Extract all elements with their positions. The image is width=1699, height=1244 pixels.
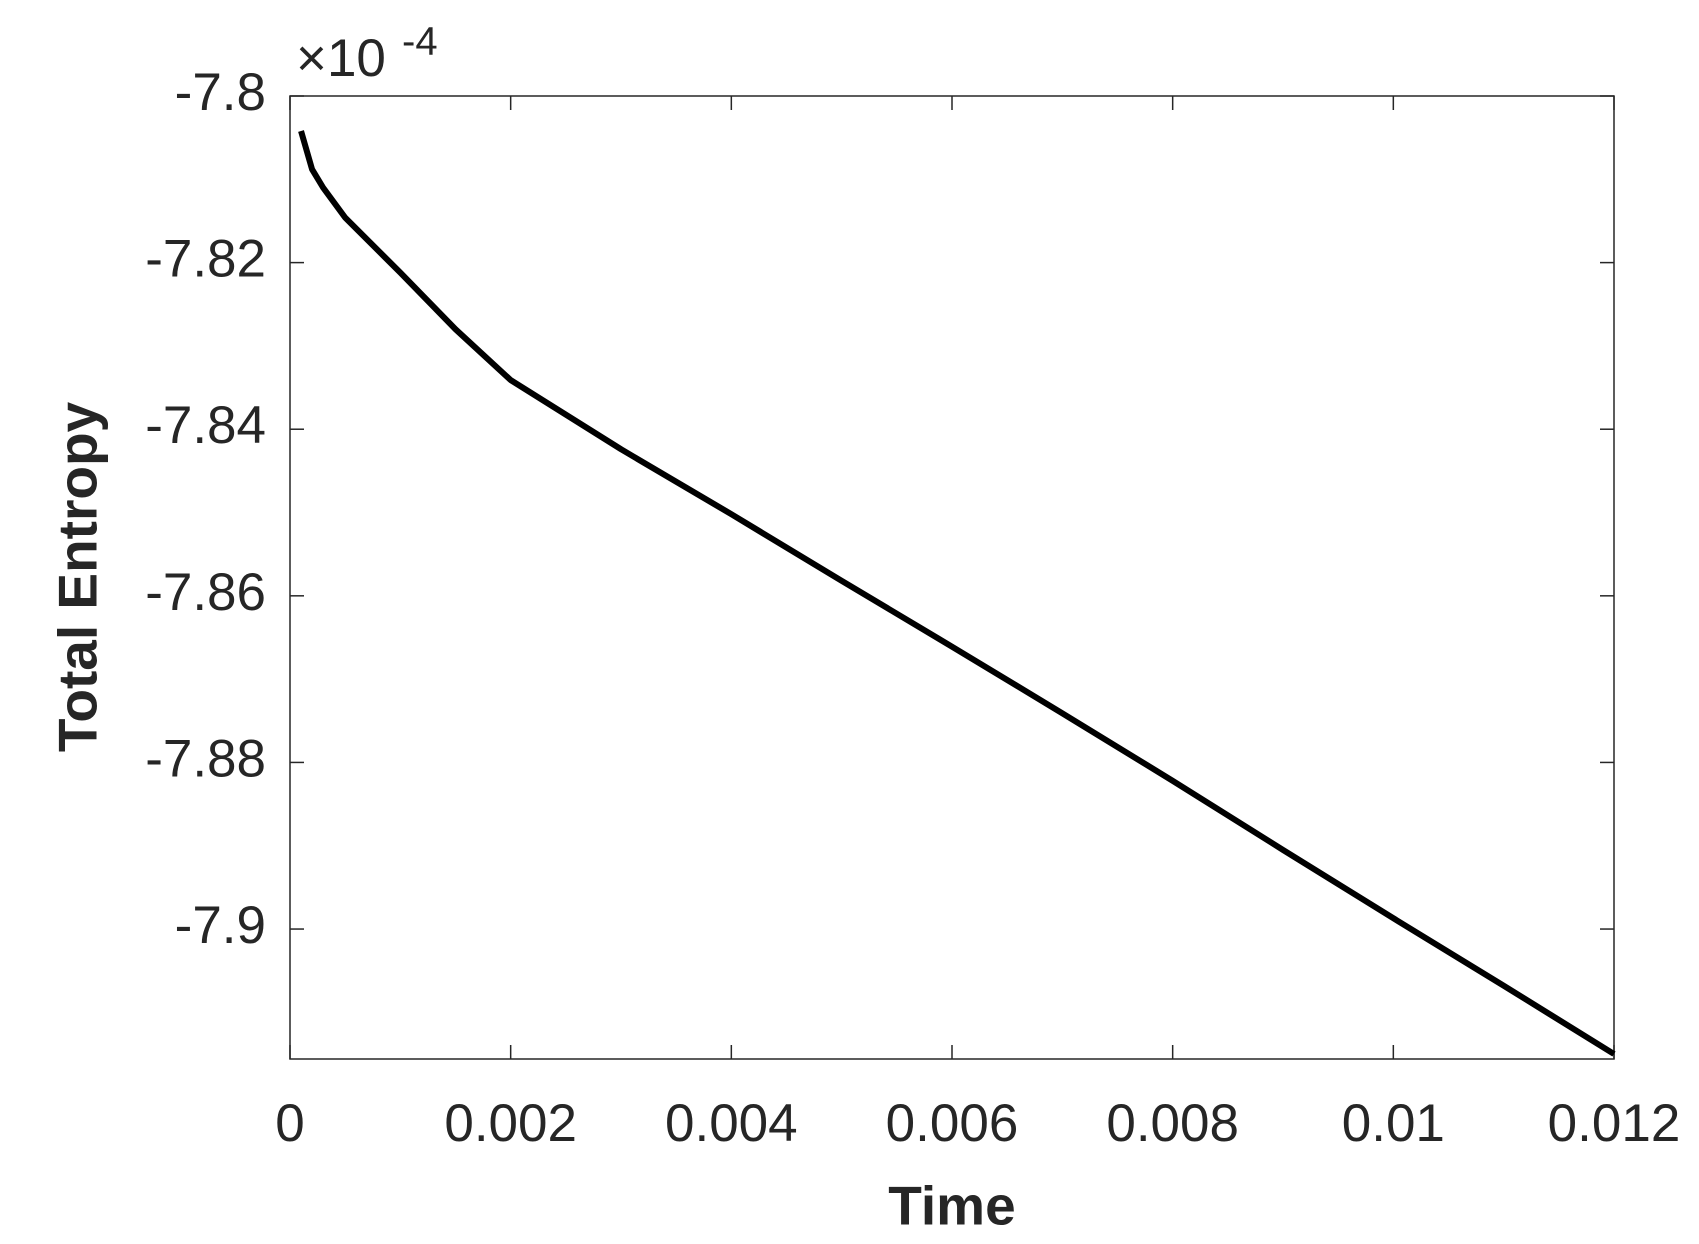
y-tick-label: -7.9 [175,896,266,955]
y-multiplier-exponent: -4 [402,20,438,64]
y-tick-label: -7.8 [175,63,266,122]
x-tick-label: 0.008 [1106,1094,1239,1153]
x-tick-label: 0.006 [886,1094,1019,1153]
y-tick-label: -7.88 [145,729,266,788]
y-multiplier: ×10 [296,29,386,88]
y-tick-label: -7.82 [145,230,266,289]
x-tick-label: 0.012 [1548,1094,1681,1153]
x-tick-label: 0 [275,1094,304,1153]
data-line [298,130,1616,1057]
x-tick-label: 0.01 [1342,1094,1445,1153]
y-tick-label: -7.84 [145,396,266,455]
y-axis-label: Total Entropy [47,401,109,752]
x-tick-label: 0.004 [665,1094,798,1153]
y-tick-label: -7.86 [145,563,266,622]
x-axis-label: Time [888,1175,1015,1237]
x-tick-label: 0.002 [444,1094,577,1153]
axes-box [289,95,1615,1060]
